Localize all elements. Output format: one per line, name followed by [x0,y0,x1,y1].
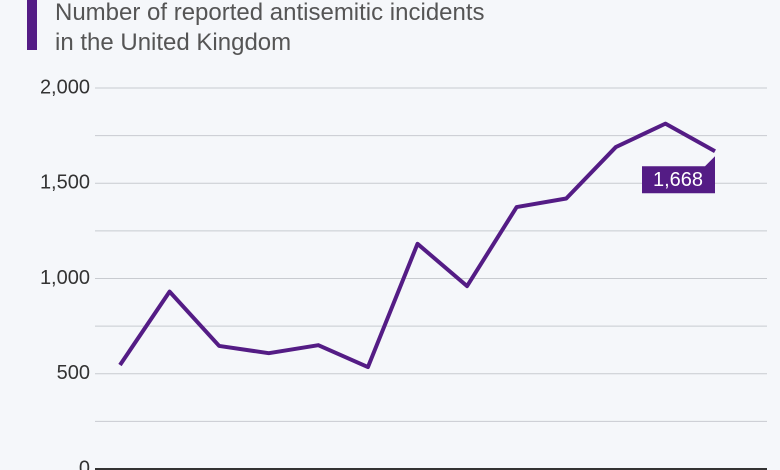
y-tick-label: 500 [57,362,90,384]
label-box [642,156,715,194]
title-line: in the United Kingdom [55,29,291,56]
chart-title: Number of reported antisemitic incidents… [55,0,485,56]
value-label: 1,668 [653,169,703,191]
y-tick-label: 1,000 [40,267,90,289]
y-tick-label: 1,500 [40,172,90,194]
y-tick-label: 0 [79,457,90,470]
y-tick-label: 2,000 [40,76,90,98]
title-line: Number of reported antisemitic incidents [55,0,485,26]
data-line [118,121,716,370]
title-accent [27,0,37,50]
